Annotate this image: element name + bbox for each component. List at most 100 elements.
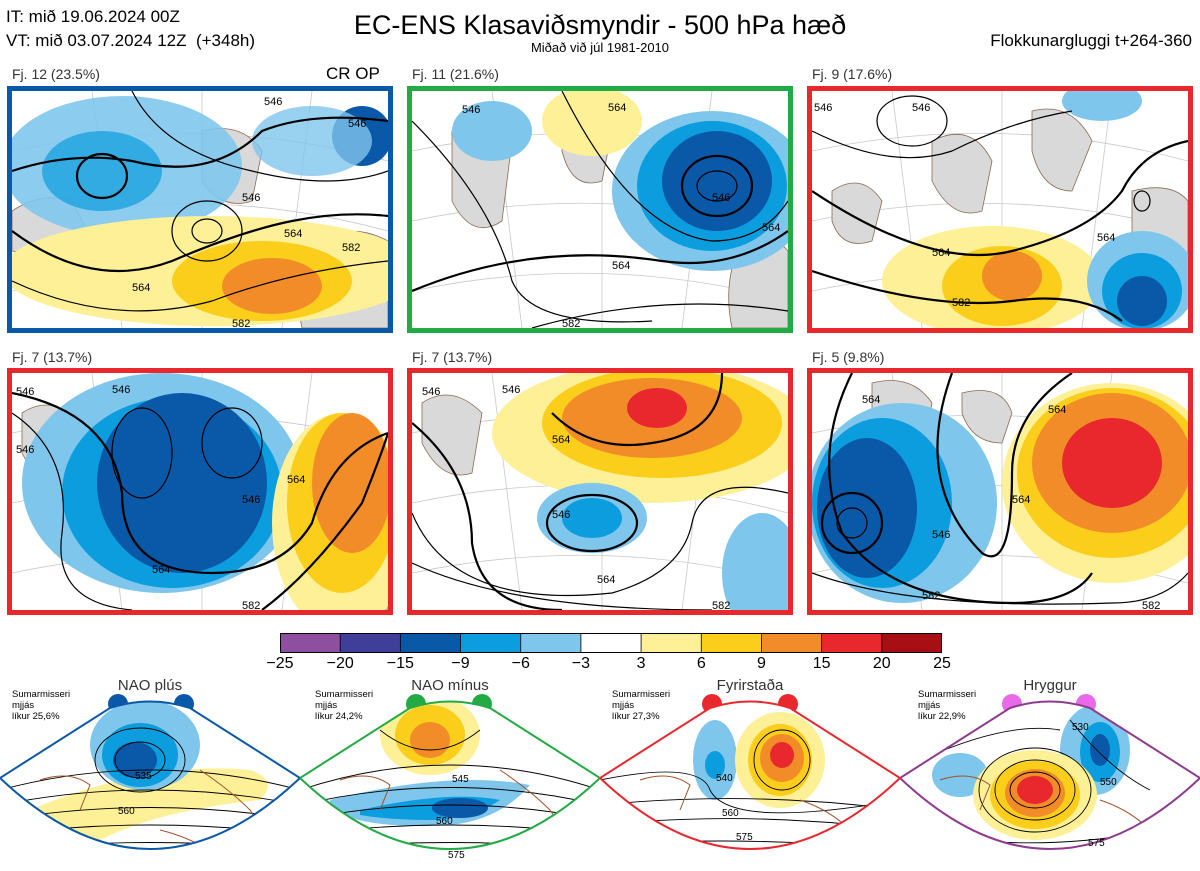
contour-label: 564	[1012, 494, 1030, 506]
cluster-3-map: 546 546 564 564 582	[807, 86, 1193, 333]
regime-probability: líkur 22,9%	[918, 711, 966, 722]
colorbar-tick-label: 15	[812, 655, 831, 672]
contour-label: 564	[862, 394, 880, 406]
page-title: EC-ENS Klasaviðsmyndir - 500 hPa hæð	[353, 10, 847, 40]
regime-1-info: Sumarmisseri mjjás líkur 25,6%	[12, 689, 70, 722]
regime-contour-label: 535	[135, 771, 152, 782]
regime-season: Sumarmisseri	[612, 689, 671, 700]
contour-label: 564	[1097, 232, 1115, 244]
colorbar-tick-label: 20	[872, 655, 891, 672]
colorbar-swatch	[280, 633, 342, 653]
contour-label: 582	[922, 590, 940, 602]
contour-label: 564	[612, 260, 630, 272]
colorbar-swatch	[520, 633, 582, 653]
contour-label: 546	[462, 104, 480, 116]
anomaly-fill	[22, 373, 388, 610]
contour-labels: 546 546 564 564 582	[814, 102, 1115, 309]
cluster-5-label: Fj. 7 (13.7%)	[412, 349, 493, 365]
contour-label: 582	[712, 600, 730, 610]
colorbar-swatch	[700, 633, 763, 653]
cluster-4-map-svg: 546 546 546 546 564 564 582	[12, 373, 388, 610]
contour-label: 564	[932, 247, 950, 259]
cluster-1-tag: CR OP	[326, 64, 380, 83]
cluster-4-label: Fj. 7 (13.7%)	[12, 349, 93, 365]
regime-2-map: 545 560 575	[300, 700, 600, 861]
contour-label: 582	[232, 318, 250, 328]
lead-time: (+348h)	[195, 31, 256, 50]
regime-season: Sumarmisseri	[315, 689, 374, 700]
colorbar-tick-label: −15	[386, 655, 414, 672]
contour-label: 564	[287, 474, 305, 486]
regime-probability: líkur 25,6%	[12, 711, 60, 722]
regime-contour-label: 545	[452, 774, 469, 785]
regime-2-info: Sumarmisseri mjjás líkur 24,2%	[315, 689, 373, 722]
regime-months: mjjás	[315, 700, 338, 711]
height-contours	[12, 391, 388, 610]
colorbar	[280, 633, 942, 653]
colorbar-tick-label: −25	[266, 655, 294, 672]
contour-label: 564	[608, 102, 626, 114]
contour-label: 564	[132, 282, 150, 294]
valid-time: VT: mið 03.07.2024 12Z (+348h)	[6, 30, 255, 51]
contour-label: 564	[762, 222, 780, 234]
contour-label: 546	[422, 386, 440, 398]
height-contours	[812, 373, 1188, 605]
contour-label: 546	[242, 494, 260, 506]
regime-contour-label: 560	[436, 816, 453, 827]
regime-contour-label: 550	[1100, 777, 1117, 788]
colorbar-tick-label: −6	[511, 655, 530, 672]
contour-label: 546	[242, 192, 260, 204]
regime-4-title: Hryggur	[1023, 677, 1077, 694]
regime-1-map: 535 560	[0, 700, 300, 850]
anomaly-fill	[492, 373, 788, 610]
colorbar-tick-label: 3	[636, 655, 646, 672]
colorbar-tick-label: −9	[451, 655, 470, 672]
colorbar-swatches	[280, 633, 942, 653]
contour-label: 546	[912, 102, 930, 114]
contour-label: 582	[342, 242, 360, 254]
cluster-2-label: Fj. 11 (21.6%)	[412, 66, 499, 82]
cluster-1-map: 546 546 546 564 564 582 582	[7, 86, 393, 333]
colorbar-swatch	[580, 633, 642, 653]
contour-labels: 546 564 546 564 564 582	[462, 102, 780, 328]
contour-labels: 564 546 564 564 582 582	[862, 394, 1160, 610]
contour-label: 546	[712, 192, 730, 204]
contour-label: 546	[932, 529, 950, 541]
cluster-6-label: Fj. 5 (9.8%)	[812, 349, 885, 365]
regime-4-map: 530 550 575	[900, 700, 1200, 850]
colorbar-swatch	[339, 633, 402, 653]
anomaly-fill	[452, 91, 788, 271]
regime-contour-label: 575	[448, 850, 465, 861]
colorbar-swatch	[460, 633, 522, 653]
regime-probability: líkur 24,2%	[315, 711, 363, 722]
regime-2-title: NAO mínus	[411, 677, 489, 694]
colorbar-swatch	[821, 633, 883, 653]
regime-contour-label: 560	[118, 806, 135, 817]
contour-label: 546	[112, 384, 130, 396]
regime-1-title: NAO plús	[117, 677, 183, 694]
cluster-5-map: 546 564 546 546 564 582	[407, 368, 793, 615]
regime-season: Sumarmisseri	[918, 689, 977, 700]
regime-months: mjjás	[918, 700, 941, 711]
cluster-6-map: 564 546 564 564 582 582	[807, 368, 1193, 615]
colorbar-swatch	[881, 633, 942, 653]
height-contours	[12, 91, 388, 312]
height-contours	[412, 373, 788, 610]
anomaly-fill	[812, 383, 1188, 603]
height-contours	[412, 91, 788, 328]
height-contours	[812, 95, 1188, 322]
colorbar-swatch	[640, 633, 703, 653]
regime-contour-label: 530	[1072, 722, 1089, 733]
contour-label: 546	[264, 96, 282, 108]
regime-3-map: 540 560 575	[600, 700, 900, 850]
colorbar-tick-label: 9	[757, 655, 766, 672]
contour-labels: 546 546 546 546 564 564 582	[16, 384, 305, 610]
anomaly-fill	[12, 96, 388, 326]
page-subtitle: Miðað við júl 1981-2010	[530, 40, 670, 55]
cluster-5-map-svg: 546 564 546 546 564 582	[412, 373, 788, 610]
cluster-1-map-svg: 546 546 546 564 564 582 582	[12, 91, 388, 328]
contour-label: 582	[952, 297, 970, 309]
regime-contour-label: 540	[716, 773, 733, 784]
contour-label: 582	[242, 600, 260, 610]
contour-label: 564	[552, 434, 570, 446]
